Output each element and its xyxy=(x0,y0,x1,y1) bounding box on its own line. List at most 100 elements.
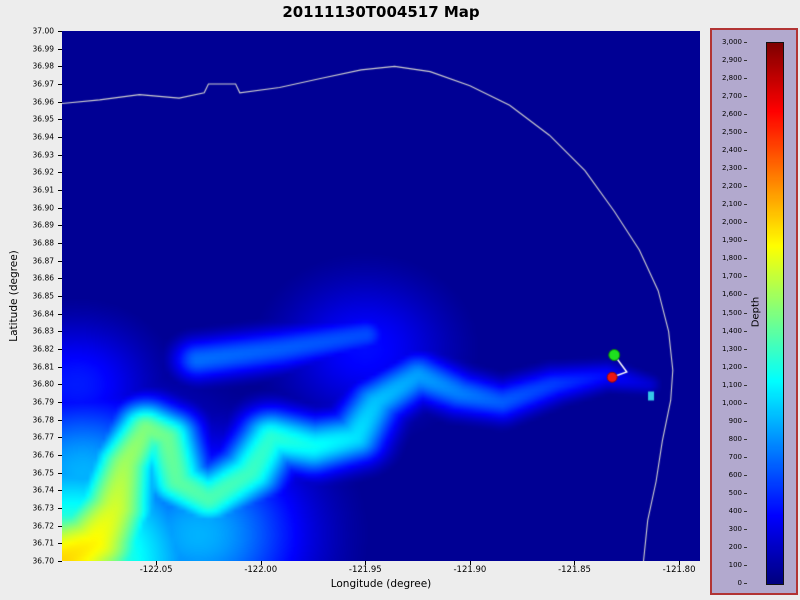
y-tick-label: 36.72 xyxy=(32,521,54,531)
y-tick-label: 36.95 xyxy=(32,114,54,124)
colorbar-tick-mark xyxy=(744,240,747,242)
y-tick-mark xyxy=(58,207,62,209)
colorbar-tick-mark xyxy=(744,583,747,584)
y-tick-mark xyxy=(58,31,62,32)
colorbar-tick-mark xyxy=(744,186,747,188)
y-tick-mark xyxy=(58,154,62,156)
y-tick-label: 36.83 xyxy=(32,326,54,336)
colorbar-tick-mark xyxy=(744,384,747,386)
colorbar-tick-label: 1,200 xyxy=(721,362,742,371)
colorbar-tick-mark xyxy=(744,366,747,368)
y-tick-label: 36.79 xyxy=(32,397,54,407)
y-tick-label: 36.70 xyxy=(32,556,54,566)
colorbar-tick-label: 3,000 xyxy=(721,38,742,46)
y-tick-label: 36.89 xyxy=(32,220,54,230)
y-tick-mark xyxy=(58,48,62,50)
y-tick-mark xyxy=(58,561,62,562)
y-tick-mark xyxy=(58,101,62,103)
colorbar-tick-mark xyxy=(744,564,747,566)
colorbar-tick-label: 2,600 xyxy=(721,110,742,119)
y-tick-label: 36.91 xyxy=(32,185,54,195)
y-tick-label: 36.97 xyxy=(32,79,54,89)
y-tick-mark xyxy=(58,278,62,280)
colorbar-tick-mark xyxy=(744,420,747,422)
colorbar-tick-mark xyxy=(744,150,747,152)
y-tick-mark xyxy=(58,525,62,527)
y-tick-label: 36.84 xyxy=(32,309,54,319)
colorbar-tick-mark xyxy=(744,258,747,260)
colorbar-tick-label: 1,100 xyxy=(721,380,742,389)
y-tick-mark xyxy=(58,508,62,509)
y-tick-mark xyxy=(58,402,62,403)
y-tick-label: 36.94 xyxy=(32,132,54,142)
x-tick-mark xyxy=(156,561,158,565)
colorbar-tick-label: 2,000 xyxy=(721,218,742,227)
page-title: 20111130T004517 Map xyxy=(282,3,480,21)
colorbar-tick-label: 0 xyxy=(737,579,742,587)
colorbar-tick-label: 600 xyxy=(728,470,742,479)
colorbar-tick-label: 900 xyxy=(728,416,742,425)
y-tick-label: 37.00 xyxy=(32,26,54,36)
y-tick-mark xyxy=(58,331,62,333)
colorbar-tick-mark xyxy=(744,204,747,206)
y-tick-label: 36.81 xyxy=(32,362,54,372)
colorbar-tick-mark xyxy=(744,96,747,98)
colorbar-tick-mark xyxy=(744,78,747,80)
y-tick-mark xyxy=(58,66,62,68)
x-tick-label: -121.80 xyxy=(662,565,696,575)
colorbar-tick-label: 1,400 xyxy=(721,326,742,335)
y-tick-mark xyxy=(58,384,62,386)
colorbar-tick-mark xyxy=(744,546,747,548)
y-tick-label: 36.74 xyxy=(32,485,54,495)
y-tick-mark xyxy=(58,119,62,121)
colorbar-tick-label: 2,700 xyxy=(721,92,742,101)
y-tick-mark xyxy=(58,437,62,439)
colorbar-tick-label: 2,300 xyxy=(721,164,742,173)
x-tick-label: -122.00 xyxy=(244,565,278,575)
y-tick-label: 36.73 xyxy=(32,503,54,513)
y-tick-label: 36.80 xyxy=(32,379,54,389)
colorbar-tick-mark xyxy=(744,222,747,224)
colorbar-tick-mark xyxy=(744,438,747,440)
y-tick-mark xyxy=(58,296,62,297)
colorbar-tick-mark xyxy=(744,402,747,404)
y-tick-label: 36.93 xyxy=(32,150,54,160)
y-tick-mark xyxy=(58,543,62,545)
y-tick-mark xyxy=(58,472,62,474)
colorbar-tick-label: 100 xyxy=(728,560,742,569)
colorbar-tick-mark xyxy=(744,294,747,296)
colorbar-tick-label: 800 xyxy=(728,434,742,443)
colorbar-tick-label: 700 xyxy=(728,452,742,461)
y-tick-mark xyxy=(58,455,62,456)
y-tick-mark xyxy=(58,84,62,85)
colorbar-tick-label: 500 xyxy=(728,488,742,497)
colorbar-gradient-canvas xyxy=(767,43,783,584)
plot-area xyxy=(62,31,700,561)
y-tick-label: 36.82 xyxy=(32,344,54,354)
colorbar-gradient xyxy=(766,42,784,585)
colorbar-tick-label: 2,800 xyxy=(721,74,742,83)
y-tick-label: 36.96 xyxy=(32,97,54,107)
y-tick-mark xyxy=(58,172,62,174)
colorbar-tick-label: 400 xyxy=(728,506,742,515)
colorbar-tick-label: 2,400 xyxy=(721,146,742,155)
colorbar-tick-mark xyxy=(744,474,747,476)
x-tick-mark xyxy=(260,561,262,565)
y-tick-label: 36.92 xyxy=(32,167,54,177)
colorbar-tick-mark xyxy=(744,168,747,170)
colorbar-tick-mark xyxy=(744,312,747,314)
y-tick-mark xyxy=(58,366,62,368)
colorbar-tick-mark xyxy=(744,330,747,332)
y-tick-label: 36.87 xyxy=(32,256,54,266)
y-tick-label: 36.78 xyxy=(32,415,54,425)
colorbar-tick-label: 1,900 xyxy=(721,236,742,245)
colorbar-tick-mark xyxy=(744,348,747,350)
y-tick-mark xyxy=(58,490,62,492)
colorbar-tick-mark xyxy=(744,42,747,43)
y-tick-label: 36.90 xyxy=(32,203,54,213)
colorbar-tick-label: 1,000 xyxy=(721,398,742,407)
y-tick-mark xyxy=(58,349,62,350)
y-tick-label: 36.77 xyxy=(32,432,54,442)
y-tick-label: 36.76 xyxy=(32,450,54,460)
